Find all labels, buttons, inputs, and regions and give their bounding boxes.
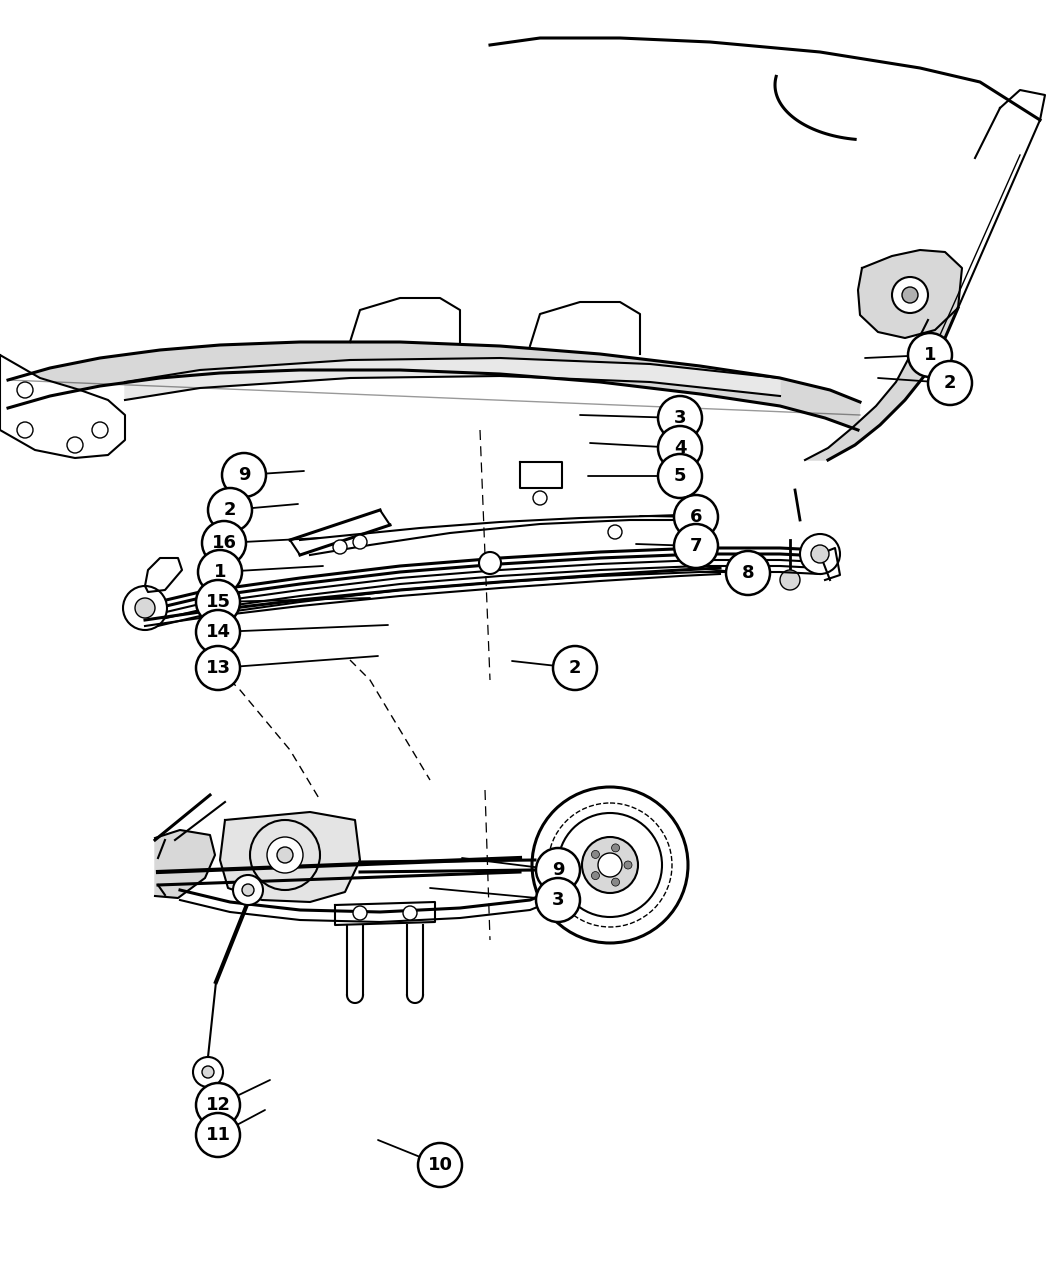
- Text: 8: 8: [741, 564, 754, 581]
- Circle shape: [196, 1082, 240, 1127]
- Text: 1: 1: [214, 564, 226, 581]
- Circle shape: [658, 454, 702, 499]
- Circle shape: [479, 552, 501, 574]
- Text: 3: 3: [674, 409, 687, 427]
- Circle shape: [591, 850, 600, 858]
- Circle shape: [928, 361, 972, 405]
- Circle shape: [196, 646, 240, 690]
- Text: 2: 2: [224, 501, 236, 519]
- Circle shape: [726, 551, 770, 595]
- Text: 9: 9: [237, 465, 250, 484]
- Circle shape: [17, 382, 33, 398]
- Circle shape: [674, 524, 718, 567]
- Text: 10: 10: [427, 1156, 453, 1174]
- Circle shape: [353, 536, 367, 550]
- Polygon shape: [520, 462, 562, 488]
- Circle shape: [582, 836, 638, 892]
- Circle shape: [92, 422, 108, 439]
- Text: 1: 1: [924, 346, 937, 363]
- Circle shape: [353, 907, 367, 921]
- Text: 2: 2: [569, 659, 582, 677]
- Circle shape: [233, 875, 262, 905]
- Circle shape: [800, 534, 840, 574]
- Polygon shape: [0, 354, 125, 458]
- Circle shape: [196, 609, 240, 654]
- Circle shape: [908, 333, 952, 377]
- Polygon shape: [805, 309, 958, 460]
- Circle shape: [658, 426, 702, 470]
- Text: 6: 6: [690, 507, 702, 527]
- Text: 2: 2: [944, 374, 957, 391]
- Circle shape: [202, 521, 246, 565]
- Circle shape: [598, 853, 622, 877]
- Circle shape: [536, 848, 580, 892]
- Circle shape: [418, 1142, 462, 1187]
- Circle shape: [553, 646, 597, 690]
- Circle shape: [196, 1113, 240, 1156]
- Polygon shape: [8, 342, 860, 430]
- Circle shape: [67, 437, 83, 453]
- Circle shape: [196, 580, 240, 623]
- Circle shape: [123, 586, 167, 630]
- Circle shape: [202, 1066, 214, 1077]
- Polygon shape: [155, 830, 215, 898]
- Circle shape: [533, 491, 547, 505]
- Circle shape: [611, 878, 619, 886]
- Text: 14: 14: [206, 623, 231, 641]
- Circle shape: [674, 495, 718, 539]
- Text: 9: 9: [551, 861, 564, 878]
- Text: 16: 16: [211, 534, 236, 552]
- Circle shape: [222, 453, 266, 497]
- Circle shape: [208, 488, 252, 532]
- Circle shape: [277, 847, 293, 863]
- Circle shape: [333, 541, 347, 555]
- Text: 15: 15: [206, 593, 231, 611]
- Circle shape: [17, 422, 33, 439]
- Circle shape: [624, 861, 632, 870]
- Circle shape: [403, 907, 417, 921]
- Circle shape: [658, 397, 702, 440]
- Circle shape: [536, 878, 580, 922]
- Circle shape: [611, 844, 619, 852]
- Text: 4: 4: [674, 439, 687, 456]
- Text: 7: 7: [690, 537, 702, 555]
- Circle shape: [532, 787, 688, 944]
- Circle shape: [591, 872, 600, 880]
- Circle shape: [135, 598, 155, 618]
- Circle shape: [242, 884, 254, 896]
- Circle shape: [198, 550, 242, 594]
- Circle shape: [193, 1057, 223, 1088]
- Text: 11: 11: [206, 1126, 231, 1144]
- Circle shape: [902, 287, 918, 303]
- Polygon shape: [335, 901, 435, 924]
- Circle shape: [267, 836, 303, 873]
- Text: 13: 13: [206, 659, 231, 677]
- Polygon shape: [220, 812, 360, 901]
- Circle shape: [608, 525, 622, 539]
- Circle shape: [892, 277, 928, 312]
- Polygon shape: [125, 358, 780, 400]
- Circle shape: [780, 570, 800, 590]
- Text: 5: 5: [674, 467, 687, 484]
- Text: 12: 12: [206, 1096, 231, 1114]
- Circle shape: [811, 544, 830, 564]
- Text: 3: 3: [551, 891, 564, 909]
- Polygon shape: [858, 250, 962, 338]
